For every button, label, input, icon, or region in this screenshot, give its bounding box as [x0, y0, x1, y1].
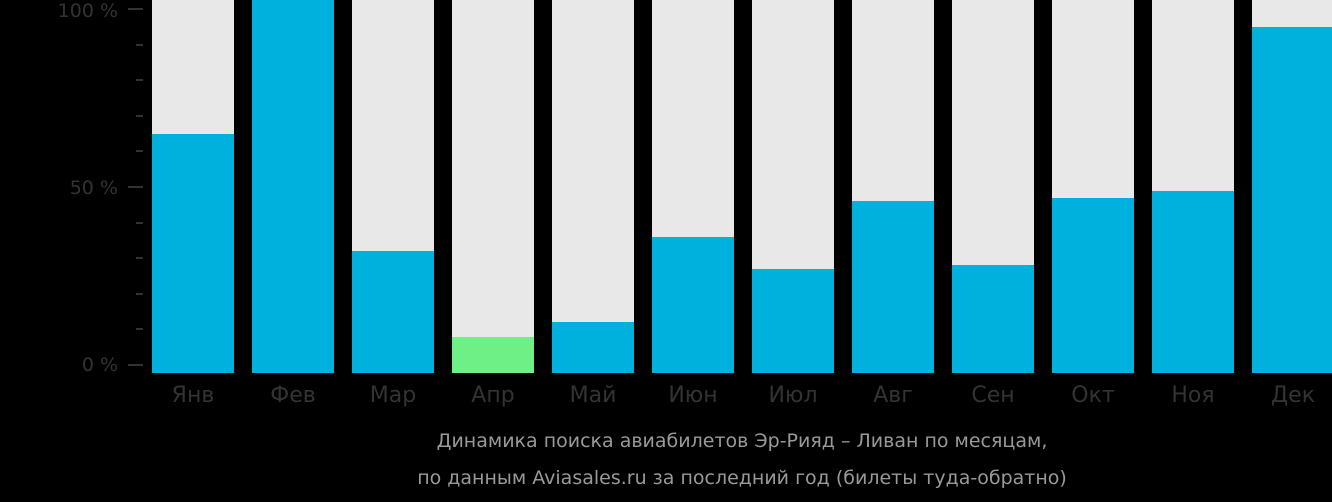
bar-Ноя: [1152, 0, 1234, 373]
y-axis-label: 0 %: [81, 354, 118, 376]
bar-value-fill: [152, 133, 234, 373]
bar-value-fill: [1152, 190, 1234, 373]
bar-value-fill: [552, 322, 634, 373]
y-axis-tick: [136, 257, 143, 260]
x-axis-label: Ноя: [1171, 383, 1215, 408]
y-axis-tick: [136, 114, 143, 117]
x-axis-label: Июн: [668, 383, 718, 408]
y-axis-label: 50 %: [69, 177, 118, 199]
x-axis-label: Фев: [270, 383, 316, 408]
bar-Апр: [452, 0, 534, 373]
bar-value-fill: [452, 336, 534, 373]
bar-value-fill: [752, 268, 834, 373]
x-axis-label: Апр: [471, 383, 515, 408]
bar-value-fill: [952, 265, 1034, 373]
x-axis-label: Дек: [1270, 383, 1315, 408]
bar-Мар: [352, 0, 434, 373]
bar-value-fill: [652, 236, 734, 373]
x-axis-label: Мар: [369, 383, 417, 408]
x-axis-label: Июл: [768, 383, 818, 408]
x-axis-label: Май: [569, 383, 617, 408]
bar-Июн: [652, 0, 734, 373]
bar-value-fill: [1252, 26, 1332, 373]
bar-Авг: [852, 0, 934, 373]
bar-value-fill: [1052, 197, 1134, 373]
bar-Дек: [1252, 0, 1332, 373]
bar-Сен: [952, 0, 1034, 373]
chart-title: Динамика поиска авиабилетов Эр-Рияд – Ли…: [436, 430, 1048, 452]
bar-value-fill: [852, 201, 934, 373]
y-axis-tick: [136, 328, 143, 331]
chart-subtitle: по данным Aviasales.ru за последний год …: [417, 467, 1067, 489]
bar-Май: [552, 0, 634, 373]
bar-value-fill: [252, 0, 334, 373]
x-axis-label: Авг: [873, 383, 913, 408]
y-axis-tick: [136, 292, 143, 295]
y-axis-tick: [136, 43, 143, 46]
y-axis-tick: [128, 186, 143, 188]
y-axis-tick: [128, 364, 143, 366]
y-axis-tick: [136, 150, 143, 153]
x-axis-label: Сен: [971, 383, 1015, 408]
x-axis-label: Окт: [1071, 383, 1115, 408]
y-axis-tick: [136, 221, 143, 224]
bar-Окт: [1052, 0, 1134, 373]
x-axis-label: Янв: [171, 383, 215, 408]
bar-Фев: [252, 0, 334, 373]
y-axis-tick: [136, 79, 143, 82]
y-axis-tick: [128, 8, 143, 10]
bar-Июл: [752, 0, 834, 373]
chart-plot-area: 100 % 50 % 0 % Янв Фев Мар Апр Май Июн Июл Авг Сен О…: [57, 0, 1332, 408]
bar-Янв: [152, 0, 234, 373]
y-axis-label: 100 %: [57, 0, 118, 22]
bar-value-fill: [352, 251, 434, 373]
